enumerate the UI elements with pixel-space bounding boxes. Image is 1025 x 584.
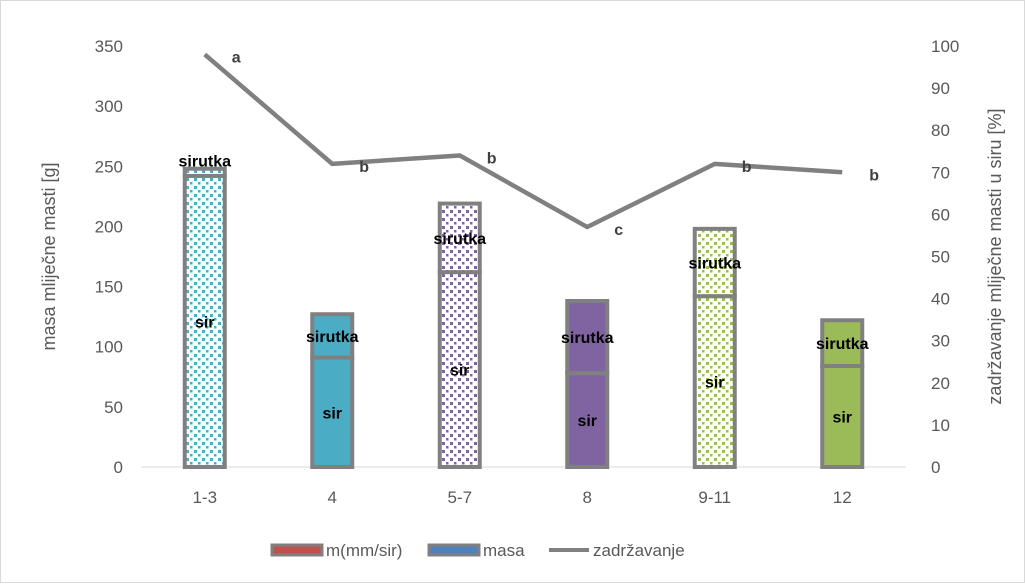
significance-label: b <box>487 150 497 167</box>
bar-label-sirutka: sirutka <box>179 154 232 171</box>
bar-segment-sirutka <box>182 166 227 178</box>
y2-tick-label: 70 <box>931 163 950 182</box>
significance-label: b <box>869 167 879 184</box>
bar-segment-sir <box>437 270 482 469</box>
bar-label-sirutka: sirutka <box>561 330 614 347</box>
bar-segment-sir <box>565 371 610 470</box>
x-tick-label: 5-7 <box>447 488 472 507</box>
y2-axis-title: zadržavanje mliječne masti u siru [%] <box>985 108 1005 404</box>
legend-label: masa <box>483 541 525 560</box>
y-tick-label: 300 <box>95 97 123 116</box>
bar-label-sir: sir <box>195 314 215 331</box>
y2-tick-label: 30 <box>931 332 950 351</box>
bar-label-sir: sir <box>832 409 852 426</box>
bar-segment-sirutka <box>310 312 355 360</box>
legend-swatch <box>427 543 481 557</box>
bar-label-sir: sir <box>450 363 470 380</box>
bar-label-sirutka: sirutka <box>689 256 742 273</box>
bar-segment-sirutka <box>820 318 865 368</box>
bar-segment-sir <box>310 355 355 470</box>
y-tick-label: 200 <box>95 217 123 236</box>
x-tick-label: 8 <box>583 488 592 507</box>
y2-tick-label: 90 <box>931 79 950 98</box>
y2-tick-label: 40 <box>931 290 950 309</box>
bar-segment-sir <box>820 363 865 469</box>
y2-tick-label: 100 <box>931 37 959 56</box>
bar-segment-sirutka <box>437 201 482 275</box>
significance-label: b <box>359 159 369 176</box>
line-zadrzavanje <box>203 52 843 230</box>
bar-segment-sirutka <box>565 299 610 376</box>
y-axis-title: masa mliječne masti [g] <box>39 162 59 350</box>
significance-label: b <box>742 159 752 176</box>
bar-label-sirutka: sirutka <box>434 231 487 248</box>
bar-label-sir: sir <box>577 413 597 430</box>
x-tick-label: 4 <box>328 488 337 507</box>
legend-swatch <box>270 543 324 557</box>
x-tick-label: 1-3 <box>192 488 217 507</box>
y2-tick-label: 0 <box>931 458 940 477</box>
bar-label-sir: sir <box>322 405 342 422</box>
y-tick-label: 250 <box>95 157 123 176</box>
significance-label: c <box>614 222 623 239</box>
legend-item: zadržavanje <box>549 541 685 560</box>
y2-tick-label: 10 <box>931 416 950 435</box>
legend-item: m(mm/sir) <box>270 541 402 560</box>
legend-item: masa <box>427 541 525 560</box>
bar-label-sir: sir <box>705 375 725 392</box>
bar-label-sirutka: sirutka <box>816 336 869 353</box>
bar-segment-sirutka <box>692 226 737 299</box>
y-tick-label: 100 <box>95 338 123 357</box>
legend-label: m(mm/sir) <box>326 541 402 560</box>
bar-segment-sir <box>692 294 737 469</box>
y-tick-label: 150 <box>95 278 123 297</box>
significance-label: a <box>232 49 241 66</box>
y2-tick-label: 50 <box>931 248 950 267</box>
y2-tick-label: 60 <box>931 205 950 224</box>
y-tick-label: 50 <box>104 398 123 417</box>
legend-label: zadržavanje <box>593 541 685 560</box>
y2-tick-label: 80 <box>931 121 950 140</box>
x-tick-label: 12 <box>833 488 852 507</box>
x-tick-label: 9-11 <box>698 488 731 507</box>
bar-segment-sir <box>182 173 227 469</box>
y2-tick-label: 20 <box>931 374 950 393</box>
y-tick-label: 0 <box>114 458 123 477</box>
y-tick-label: 350 <box>95 37 123 56</box>
bar-label-sirutka: sirutka <box>306 329 359 346</box>
